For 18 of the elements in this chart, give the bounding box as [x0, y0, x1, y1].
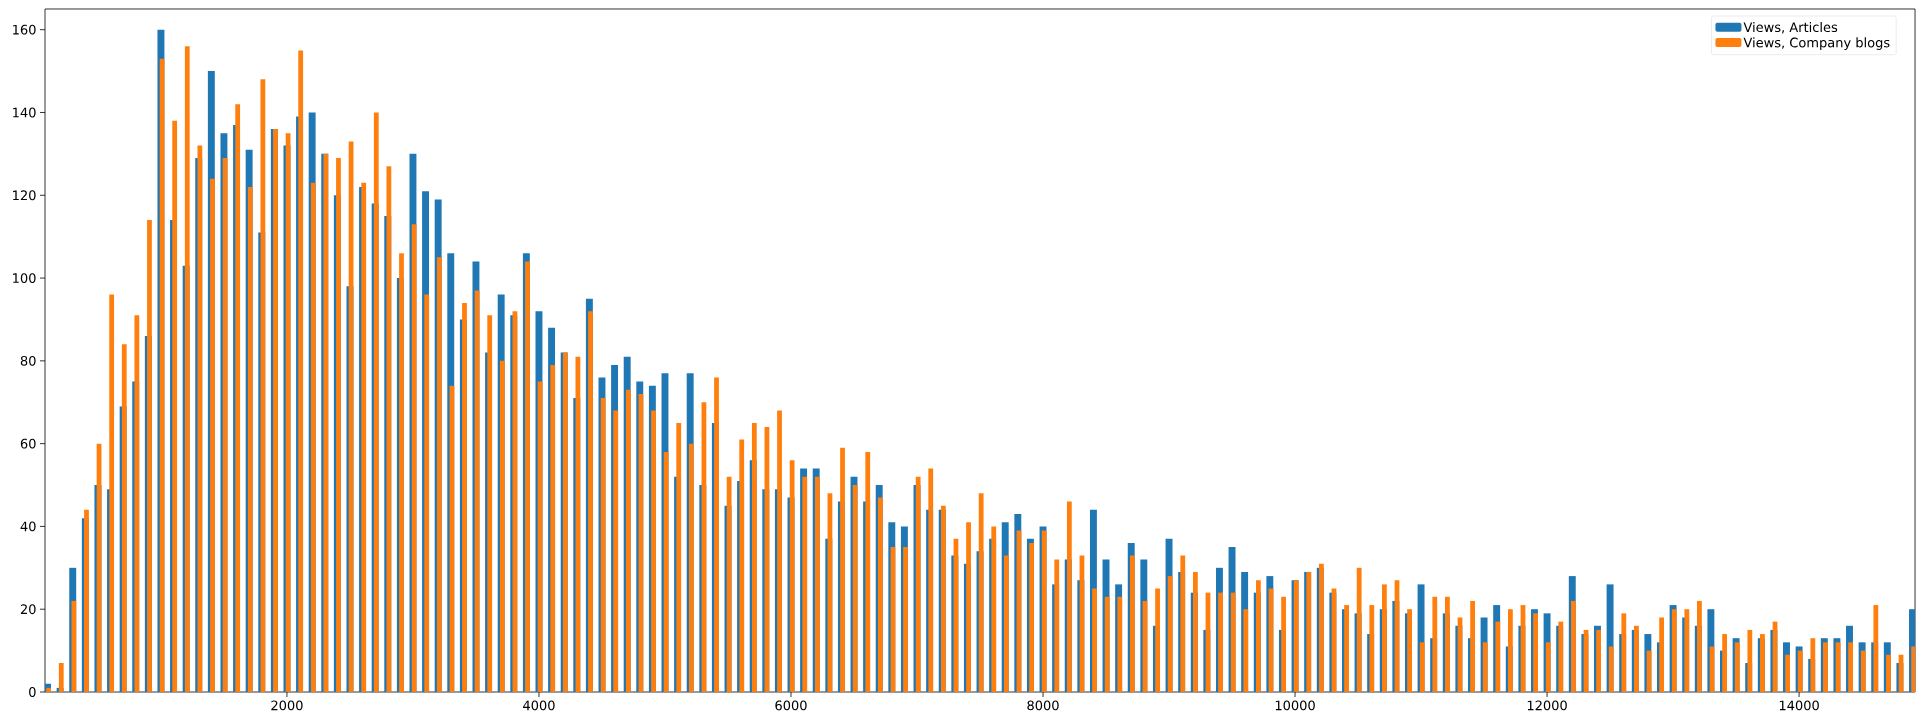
x-tick-label: 8000 — [1027, 700, 1059, 711]
y-tick-label: 100 — [13, 273, 36, 283]
legend-label: Views, Company blogs — [1743, 37, 1890, 50]
y-tick-label: 80 — [20, 355, 36, 366]
x-tick-label: 4000 — [523, 700, 555, 711]
x-tick-label: 6000 — [775, 700, 807, 711]
y-tick-label: 40 — [20, 521, 36, 532]
y-tick-label: 160 — [13, 24, 36, 35]
x-tick-label: 10000 — [1275, 700, 1315, 711]
y-tick-label: 0 — [29, 687, 36, 697]
x-tick-label: 14000 — [1779, 700, 1819, 711]
y-tick-label: 20 — [20, 604, 36, 615]
x-tick-label: 2000 — [271, 700, 303, 711]
legend-label: Views, Articles — [1743, 22, 1838, 34]
y-tick-label: 60 — [20, 438, 36, 449]
y-tick-label: 120 — [13, 190, 36, 201]
x-tick-label: 12000 — [1527, 700, 1567, 711]
y-tick-label: 140 — [13, 107, 36, 118]
